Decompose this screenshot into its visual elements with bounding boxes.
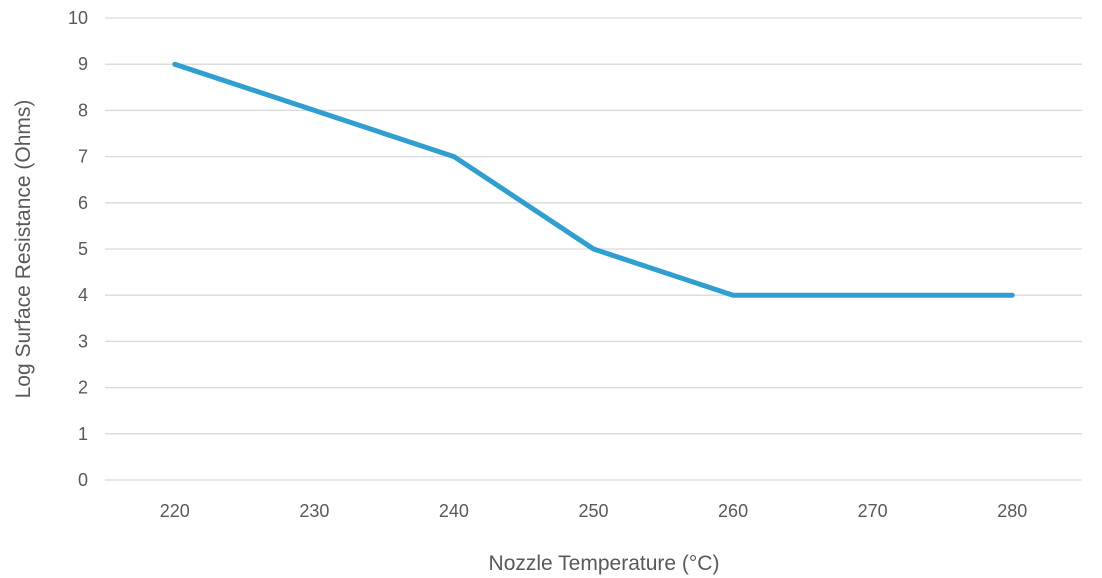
series-line (172, 61, 1015, 298)
x-tick-label: 260 (718, 501, 748, 521)
y-tick-label: 1 (78, 424, 88, 444)
series-lines (172, 61, 1015, 298)
y-tick-label: 3 (78, 331, 88, 351)
x-tick-label: 230 (299, 501, 329, 521)
x-tick-label: 250 (578, 501, 608, 521)
y-tick-label: 0 (78, 470, 88, 490)
y-tick-label: 9 (78, 54, 88, 74)
x-tick-label: 220 (160, 501, 190, 521)
y-tick-label: 6 (78, 193, 88, 213)
y-tick-label: 10 (68, 8, 88, 28)
y-tick-label: 7 (78, 147, 88, 167)
x-tick-labels: 220 230 240 250 260 270 280 (160, 501, 1027, 521)
y-tick-label: 5 (78, 239, 88, 259)
y-axis-label: Log Surface Resistance (Ohms) (12, 100, 35, 399)
x-axis-label: Nozzle Temperature (°C) (489, 552, 720, 575)
y-tick-labels: 0 1 2 3 4 5 6 7 8 9 10 (68, 8, 88, 490)
y-tick-label: 4 (78, 285, 88, 305)
x-tick-label: 280 (997, 501, 1027, 521)
x-tick-label: 270 (858, 501, 888, 521)
y-tick-label: 8 (78, 100, 88, 120)
y-tick-label: 2 (78, 378, 88, 398)
x-tick-label: 240 (439, 501, 469, 521)
